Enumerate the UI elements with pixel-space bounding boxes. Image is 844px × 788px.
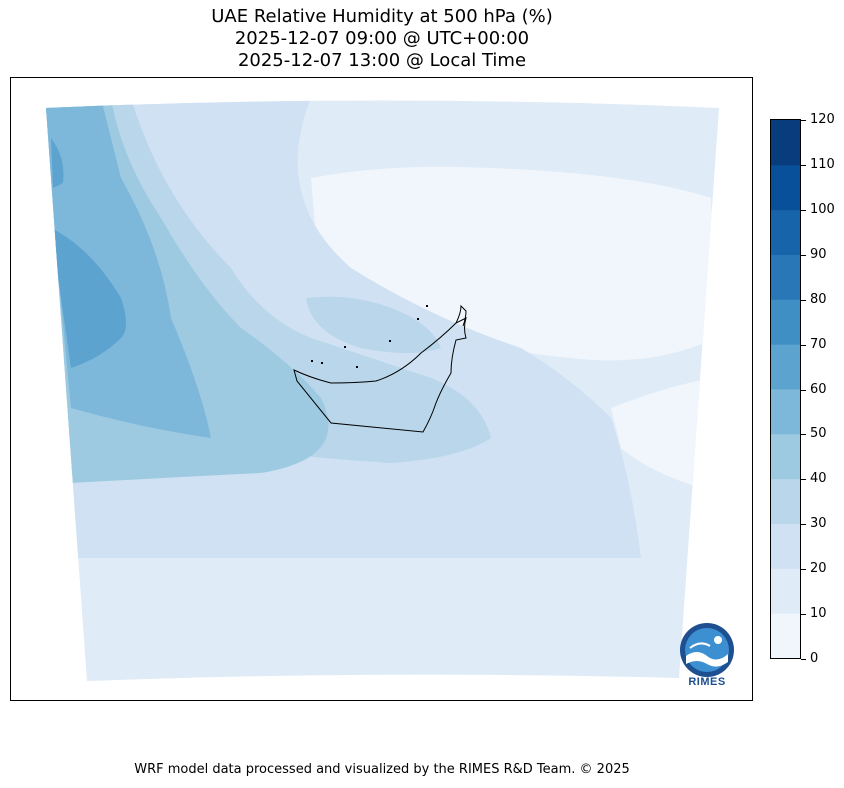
colorbar-tick-label: 20 <box>810 561 827 576</box>
colorbar-tick-mark <box>801 345 806 346</box>
map-canvas <box>46 100 719 681</box>
colorbar-tick-label: 110 <box>810 157 835 172</box>
colorbar-tick-label: 0 <box>810 651 819 666</box>
humidity-field <box>46 100 719 681</box>
colorbar-swatch <box>771 344 800 390</box>
colorbar-ticks: 0 10 20 30 40 50 60 70 80 90 100 110 120 <box>801 0 844 788</box>
musandam-outline <box>455 304 467 327</box>
colorbar-tick-label: 90 <box>810 247 827 262</box>
map-frame <box>10 77 753 701</box>
colorbar-tick-mark <box>801 659 806 660</box>
humidity-band-30-40-gulf <box>306 296 441 353</box>
colorbar-tick-label: 120 <box>810 112 835 127</box>
colorbar-tick-mark <box>801 479 806 480</box>
colorbar-tick-label: 10 <box>810 606 827 621</box>
colorbar-tick-label: 70 <box>810 337 827 352</box>
title-line-2: 2025-12-07 09:00 @ UTC+00:00 <box>234 28 530 49</box>
colorbar-tick-label: 50 <box>810 426 827 441</box>
colorbar-swatch <box>771 209 800 255</box>
chart-title: UAE Relative Humidity at 500 hPa (%) 202… <box>0 6 764 72</box>
uae-outline <box>293 317 467 433</box>
colorbar-tick-mark <box>801 524 806 525</box>
colorbar <box>770 119 801 659</box>
colorbar-swatch <box>771 613 800 658</box>
colorbar-tick-mark <box>801 300 806 301</box>
colorbar-swatch <box>771 299 800 345</box>
title-line-1: UAE Relative Humidity at 500 hPa (%) <box>211 6 553 27</box>
logo-icon <box>680 623 734 677</box>
footer-credit: WRF model data processed and visualized … <box>134 762 630 777</box>
colorbar-tick-label: 40 <box>810 471 827 486</box>
colorbar-tick-mark <box>801 255 806 256</box>
colorbar-tick-label: 30 <box>810 516 827 531</box>
logo-text: RIMES <box>688 676 726 688</box>
humidity-band-60-70 <box>51 228 126 368</box>
colorbar-swatch <box>771 478 800 524</box>
colorbar-swatch <box>771 120 800 166</box>
colorbar-swatch <box>771 433 800 480</box>
humidity-band-0-10-east <box>611 378 711 488</box>
humidity-band-60-70-north <box>51 138 64 188</box>
colorbar-tick-label: 80 <box>810 292 827 307</box>
gulf-islands <box>311 305 428 368</box>
rimes-logo: RIMES <box>672 618 742 690</box>
colorbar-tick-mark <box>801 120 806 121</box>
colorbar-swatch <box>771 568 800 614</box>
colorbar-tick-label: 60 <box>810 382 827 397</box>
colorbar-swatch <box>771 523 800 569</box>
colorbar-swatch <box>771 164 800 211</box>
colorbar-tick-mark <box>801 434 806 435</box>
colorbar-tick-mark <box>801 390 806 391</box>
colorbar-tick-mark <box>801 165 806 166</box>
title-line-3: 2025-12-07 13:00 @ Local Time <box>237 50 527 71</box>
colorbar-swatch <box>771 389 800 435</box>
colorbar-tick-mark <box>801 569 806 570</box>
colorbar-tick-mark <box>801 210 806 211</box>
colorbar-swatch <box>771 254 800 300</box>
colorbar-tick-label: 100 <box>810 202 835 217</box>
colorbar-swatches <box>771 120 800 658</box>
colorbar-tick-mark <box>801 614 806 615</box>
uae-boundary <box>293 304 467 433</box>
